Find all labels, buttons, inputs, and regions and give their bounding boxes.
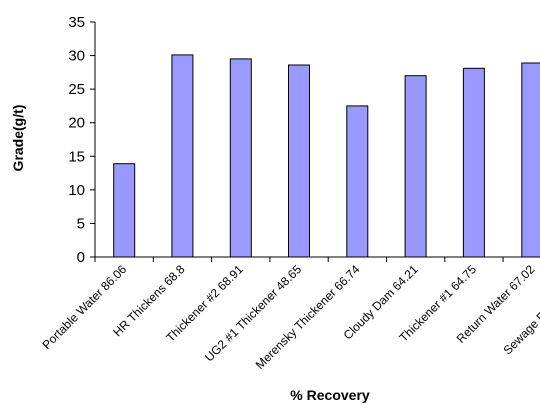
y-tick-label: 10 xyxy=(68,182,85,199)
bar xyxy=(462,67,485,258)
y-axis-title: Grade(g/t) xyxy=(10,105,26,172)
x-category-label: Merensky Thickener 66.74 xyxy=(253,262,363,372)
bar xyxy=(229,58,252,258)
y-tick-label: 20 xyxy=(68,115,85,132)
y-tick-label: 0 xyxy=(77,249,85,266)
y-tick-label: 5 xyxy=(77,215,85,232)
x-category-label: UG2 #1 Thickener 48.65 xyxy=(202,262,304,364)
bar xyxy=(171,54,194,258)
bar xyxy=(113,163,136,258)
y-tick-label: 15 xyxy=(68,148,85,165)
y-tick-label: 25 xyxy=(68,81,85,98)
x-category-label: Portable Water 86.06 xyxy=(40,262,130,352)
bar xyxy=(288,64,310,258)
x-axis-title: % Recovery xyxy=(290,387,370,403)
y-tick-label: 30 xyxy=(68,48,85,65)
y-axis: 0 5 10 15 20 25 30 35 xyxy=(68,14,96,266)
bar xyxy=(346,105,369,258)
bar xyxy=(404,75,427,258)
bars-group xyxy=(113,54,540,258)
y-tick-label: 35 xyxy=(68,14,85,31)
bar xyxy=(521,62,540,258)
